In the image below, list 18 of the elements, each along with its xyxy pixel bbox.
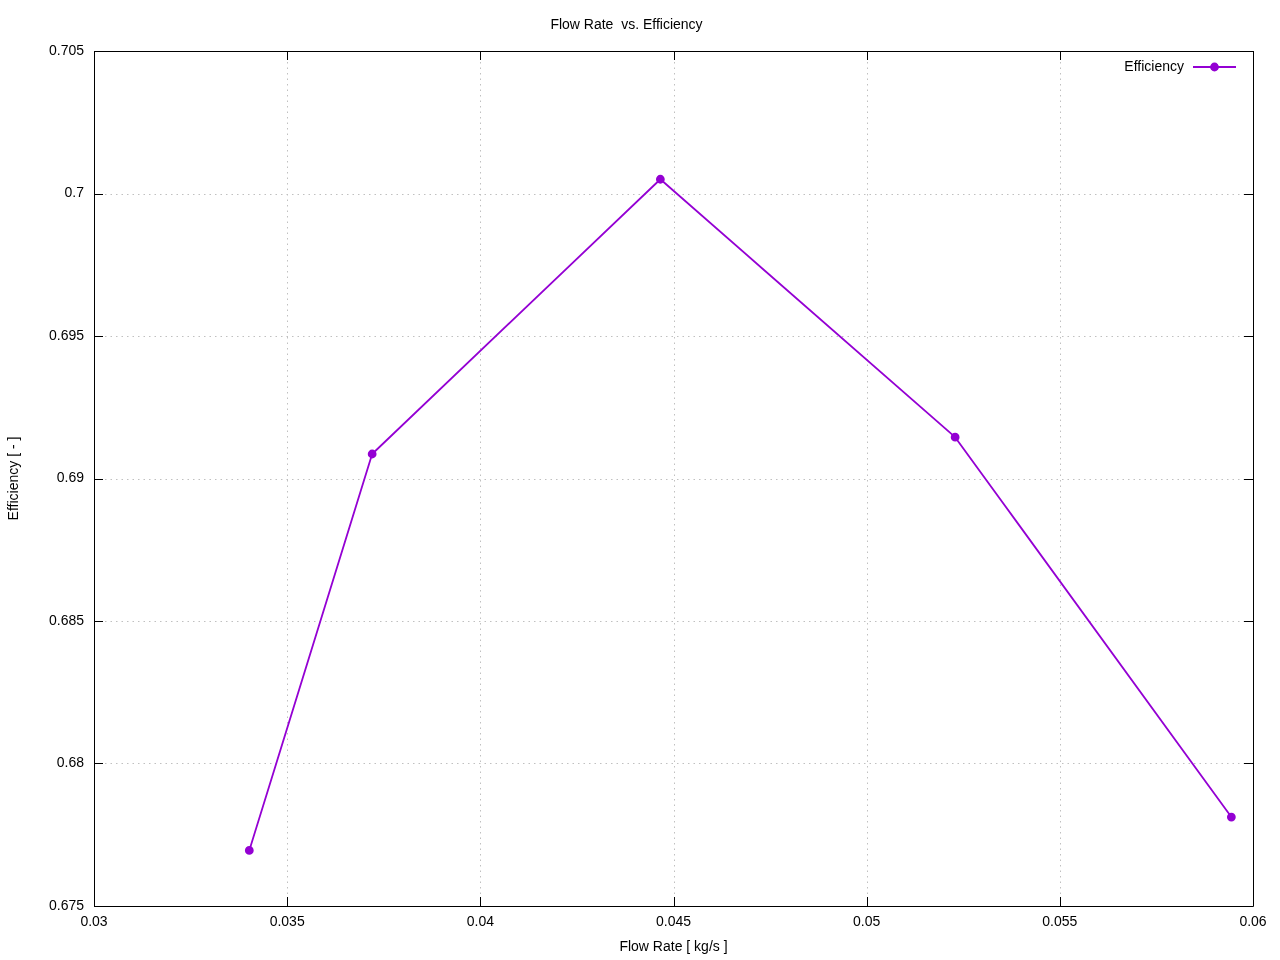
- x-tick-label: 0.04: [466, 913, 495, 930]
- x-tick-label: 0.06: [1239, 913, 1267, 930]
- y-tick-label: 0.69: [56, 469, 85, 486]
- y-tick-label: 0.685: [48, 611, 85, 628]
- x-tick-label: 0.035: [269, 913, 305, 930]
- legend-label: Efficiency: [1124, 57, 1184, 74]
- x-tick-label: 0.055: [1042, 913, 1078, 930]
- y-tick-label: 0.675: [48, 896, 85, 913]
- y-tick-label: 0.695: [48, 326, 85, 343]
- y-axis-title: Efficiency [ - ]: [5, 436, 22, 521]
- y-tick-label: 0.68: [56, 754, 85, 771]
- y-tick-label: 0.7: [64, 184, 85, 201]
- x-tick-label: 0.03: [80, 913, 108, 930]
- x-tick-label: 0.045: [655, 913, 692, 930]
- y-tick-label: 0.705: [48, 41, 85, 58]
- x-tick-label: 0.05: [853, 913, 881, 930]
- x-axis-title: Flow Rate [ kg/s ]: [619, 938, 728, 955]
- chart-title: Flow Rate vs. Efficiency: [550, 16, 703, 33]
